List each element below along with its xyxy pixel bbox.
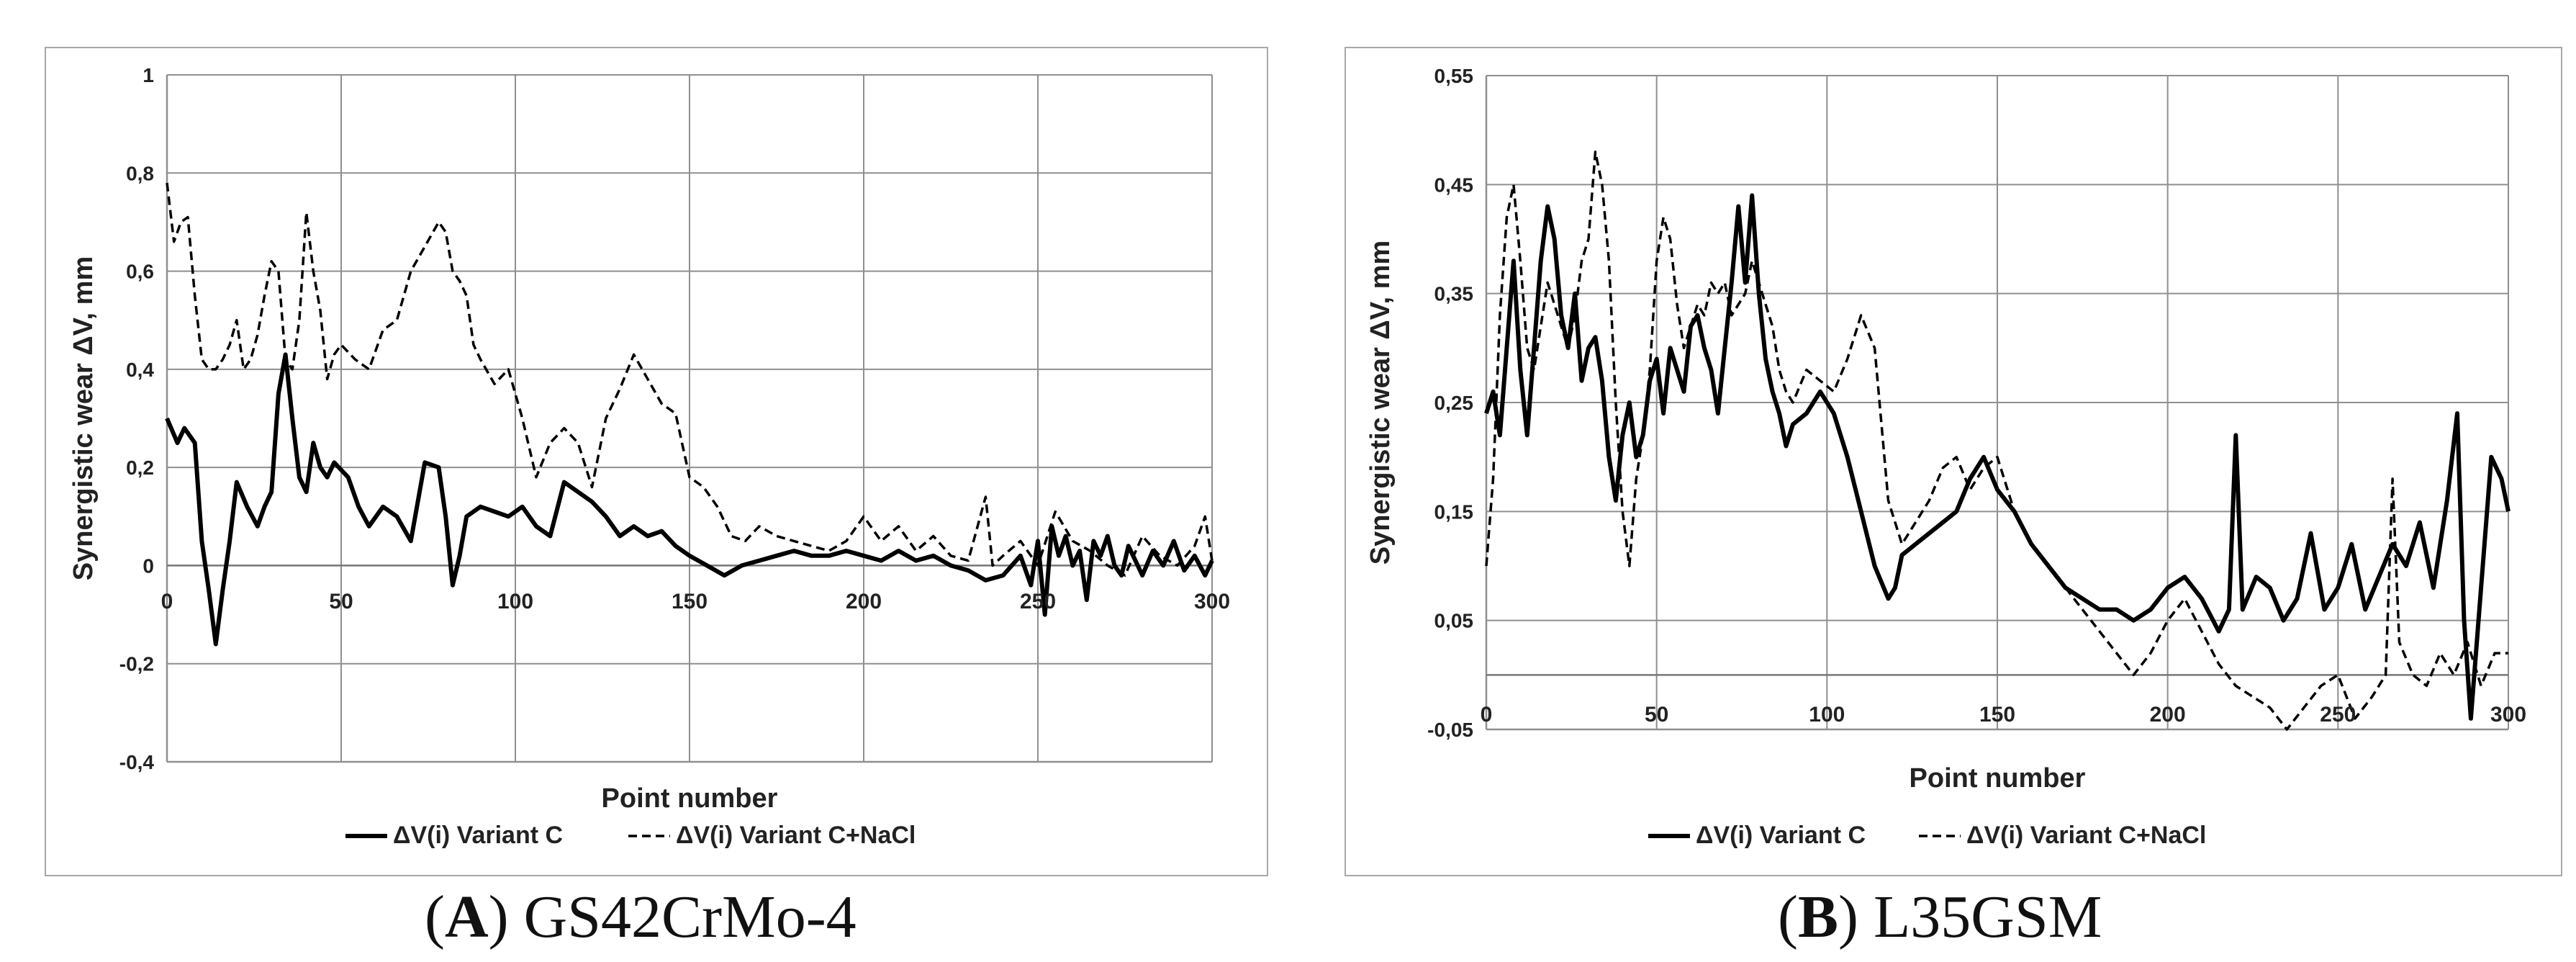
- series-line-c-nacl: [166, 182, 1214, 577]
- x-tick-label: 300: [2490, 703, 2526, 727]
- y-tick-label: 0: [143, 554, 154, 577]
- x-axis-title: Point number: [602, 783, 778, 814]
- legend: ΔV(i) Variant C ΔV(i) Variant C+NaCl: [1648, 822, 2206, 849]
- x-tick-label: 0: [1481, 703, 1493, 727]
- series-line-c: [1484, 193, 2511, 721]
- y-tick-label: -0,2: [119, 653, 154, 675]
- y-tick-label: 1: [143, 64, 154, 86]
- y-axis-title: Synergistic wear ΔV, mm: [68, 256, 99, 580]
- legend-label: ΔV(i) Variant C: [393, 822, 563, 849]
- chart-b: -0,05 0,05 0,15 0,25 0,35 0,45 0,55 0 50 100 150 20…: [1345, 47, 2562, 876]
- x-tick-label: 250: [1020, 590, 1056, 613]
- x-tick-label: 150: [1979, 703, 2015, 727]
- legend-label: ΔV(i) Variant C+NaCl: [676, 822, 916, 849]
- y-tick-label: 0,4: [126, 359, 154, 381]
- series-line-c: [165, 352, 1214, 647]
- y-tick-label: -0,4: [119, 751, 155, 773]
- y-tick-label: 0,6: [126, 261, 154, 283]
- x-tick-label: 300: [1194, 590, 1230, 613]
- x-tick-label: 50: [329, 590, 353, 613]
- chart-frame: [45, 47, 1268, 876]
- x-tick-label: 250: [2320, 703, 2356, 727]
- chart-a: -0,4 -0,2 0 0,2 0,4 0,6 0,8 1 0 50 100 150 200 250 300…: [45, 47, 1268, 876]
- chart-panel-a: -0,4 -0,2 0 0,2 0,4 0,6 0,8 1 0 50 100 150 200 250 300…: [45, 0, 1268, 877]
- y-tick-label: 0,45: [1434, 174, 1474, 196]
- y-axis-title: Synergistic wear ΔV, mm: [1365, 240, 1396, 565]
- legend-label: ΔV(i) Variant C+NaCl: [1966, 822, 2206, 849]
- y-tick-label: -0,05: [1427, 719, 1473, 741]
- y-tick-label: 0,8: [126, 162, 154, 184]
- x-tick-label: 150: [672, 590, 708, 613]
- legend-label: ΔV(i) Variant C: [1696, 822, 1866, 849]
- caption-a: (A) GS42CrMo-4: [425, 884, 857, 950]
- legend: ΔV(i) Variant C ΔV(i) Variant C+NaCl: [345, 822, 916, 849]
- caption-a-text: GS42CrMo-4: [523, 884, 857, 950]
- caption-b: (B) L35GSM: [1778, 884, 2102, 950]
- caption-a-letter: A: [444, 884, 489, 950]
- x-tick-label: 50: [1645, 703, 1668, 727]
- y-tick-label: 0,55: [1434, 65, 1474, 87]
- x-tick-label: 200: [846, 590, 882, 613]
- x-tick-label: 100: [497, 590, 533, 613]
- y-tick-label: 0,05: [1434, 610, 1474, 632]
- x-tick-label: 200: [2150, 703, 2186, 727]
- plot-area: [165, 74, 1214, 763]
- caption-b-text: L35GSM: [1874, 884, 2102, 950]
- x-axis-title: Point number: [1910, 763, 2086, 794]
- x-tick-label: 100: [1809, 703, 1845, 727]
- series-line-c-nacl: [1485, 150, 2508, 731]
- y-tick-label: 0,35: [1434, 283, 1474, 305]
- y-tick-label: 0,2: [126, 457, 154, 479]
- caption-b-letter: B: [1797, 884, 1839, 950]
- y-tick-label: 0,25: [1434, 392, 1474, 414]
- chart-frame: [1345, 47, 2562, 876]
- y-tick-label: 0,15: [1434, 500, 1474, 523]
- x-tick-label: 0: [161, 590, 173, 613]
- chart-panel-b: -0,05 0,05 0,15 0,25 0,35 0,45 0,55 0 50 100 150 20…: [1345, 0, 2562, 877]
- plot-area: [1484, 75, 2511, 731]
